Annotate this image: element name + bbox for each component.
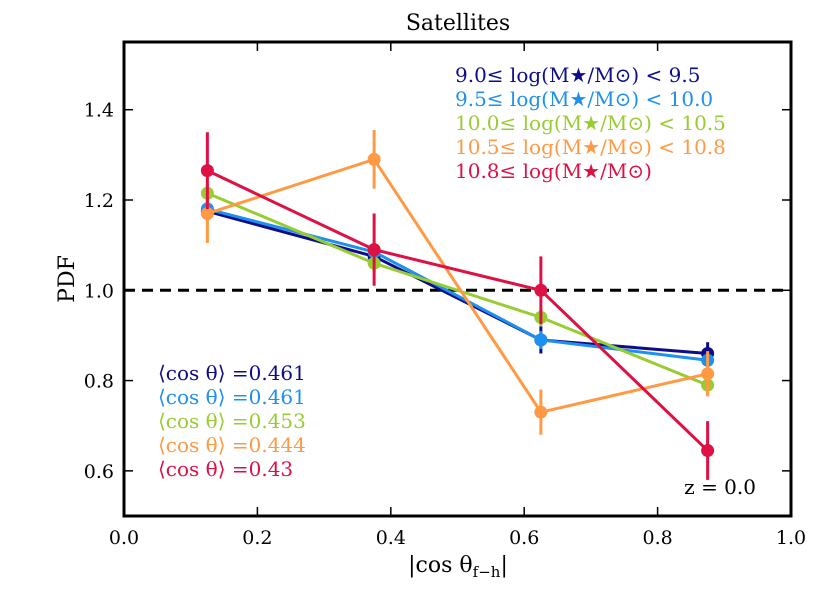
y-tick-label: 1.2 bbox=[84, 190, 114, 212]
series-4 bbox=[200, 130, 715, 435]
mean-cos-label: ⟨cos θ⟩ =0.461 bbox=[158, 385, 306, 409]
y-tick-label: 0.8 bbox=[84, 371, 114, 393]
y-tick-label: 0.6 bbox=[84, 461, 114, 483]
mean-cos-label: ⟨cos θ⟩ =0.43 bbox=[158, 457, 293, 481]
legend-entry: 10.0≤ log(M★/M⊙) < 10.5 bbox=[455, 111, 726, 135]
data-point bbox=[367, 243, 381, 257]
legend-entry: 9.5≤ log(M★/M⊙) < 10.0 bbox=[455, 87, 713, 111]
data-point bbox=[367, 152, 381, 166]
series-line bbox=[206, 209, 708, 355]
data-point bbox=[534, 283, 548, 297]
x-axis-title: |cos θf−h| bbox=[408, 553, 508, 581]
mean-cos-label: ⟨cos θ⟩ =0.461 bbox=[158, 361, 306, 385]
data-point bbox=[701, 444, 715, 458]
series-line bbox=[206, 191, 709, 387]
x-tick-label: 0.6 bbox=[509, 527, 539, 549]
data-point bbox=[701, 367, 715, 381]
y-tick-label: 1.4 bbox=[84, 100, 114, 122]
legend-entry: 10.8≤ log(M★/M⊙) bbox=[455, 159, 652, 183]
x-axis-title-main: |cos θ bbox=[408, 553, 473, 578]
x-tick-label: 0.4 bbox=[376, 527, 406, 549]
y-axis-title: PDF bbox=[55, 255, 80, 303]
y-tick-label: 1.0 bbox=[84, 280, 114, 302]
x-tick-label: 0.0 bbox=[109, 527, 139, 549]
x-tick-label: 0.8 bbox=[642, 527, 672, 549]
legend-entry: 10.5≤ log(M★/M⊙) < 10.8 bbox=[455, 135, 726, 159]
series-line bbox=[206, 157, 708, 414]
series-layer bbox=[200, 130, 715, 480]
plot-frame bbox=[122, 40, 793, 518]
mean-cos-label: ⟨cos θ⟩ =0.453 bbox=[158, 409, 306, 433]
legend-entry: 9.0≤ log(M★/M⊙) < 9.5 bbox=[455, 63, 700, 87]
x-tick-label: 0.2 bbox=[242, 527, 272, 549]
mean-annotations: ⟨cos θ⟩ =0.461⟨cos θ⟩ =0.461⟨cos θ⟩ =0.4… bbox=[158, 361, 306, 481]
series-line bbox=[206, 169, 709, 452]
data-point bbox=[534, 333, 548, 347]
x-tick-label: 1.0 bbox=[776, 527, 806, 549]
data-point bbox=[200, 164, 214, 178]
data-point bbox=[200, 207, 214, 221]
x-axis-title-close: | bbox=[500, 553, 507, 578]
series-5 bbox=[200, 132, 715, 480]
legend: 9.0≤ log(M★/M⊙) < 9.59.5≤ log(M★/M⊙) < 1… bbox=[455, 63, 726, 183]
x-axis-title-sub: f−h bbox=[473, 563, 501, 581]
redshift-label: z = 0.0 bbox=[684, 475, 756, 499]
data-point bbox=[534, 405, 548, 419]
mean-cos-label: ⟨cos θ⟩ =0.444 bbox=[158, 433, 306, 457]
chart-title: Satellites bbox=[406, 11, 510, 36]
tick-layer: 0.0 0.2 0.4 0.6 0.8 1.0 0.6 0.8 1.0 1.2 1.4 bbox=[84, 42, 806, 549]
